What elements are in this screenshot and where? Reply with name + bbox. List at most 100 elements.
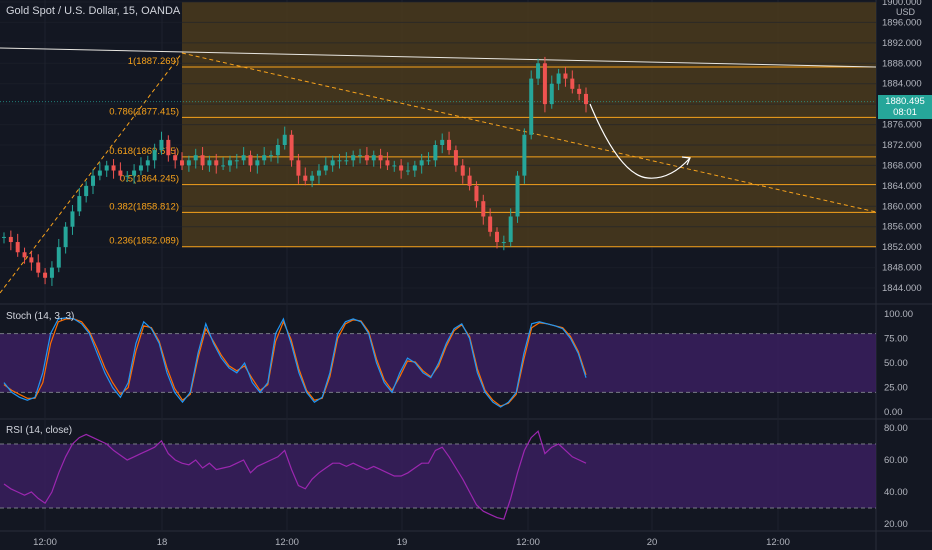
fib-level-label: 1(1887.269) [128,56,179,67]
candle-body [536,63,541,79]
candle-body [440,139,445,145]
candle-body [91,175,96,186]
candle-body [447,139,452,151]
candle-body [221,165,226,167]
fib-level-label: 0.786(1877.415) [109,106,179,117]
fib-level-label: 0.236(1852.089) [109,236,179,247]
candle-body [15,242,20,253]
candle-body [43,272,48,278]
fib-level-label: 0.382(1858.812) [109,201,179,212]
candle-body [392,165,397,167]
candle-body [138,165,143,171]
candle-body [344,160,349,162]
candle-body [481,201,486,217]
projection-curve [589,103,691,179]
candle-body [522,134,527,176]
candle-body [529,78,534,135]
candle-body [584,93,588,105]
candle-body [173,155,178,161]
candle-body [180,160,185,166]
candle-body [132,170,137,176]
candle-body [262,155,267,161]
candle-body [358,155,363,157]
candle-body [433,145,438,161]
time-tick-label: 20 [647,537,658,548]
time-tick-label: 19 [397,537,408,548]
current-price-tag: 1880.495 08:01 [878,95,932,119]
rsi-pane-label: RSI (14, close) [6,425,73,436]
candle-body [494,231,499,243]
candle-body [426,160,431,162]
price-tick-label: 1856.000 [882,222,922,233]
chart-title: Gold Spot / U.S. Dollar, 15, OANDA [6,5,181,17]
stoch-pane-label: Stoch (14, 3, 3) [6,311,75,322]
candle-body [63,226,68,248]
candle-body [227,160,232,166]
candle-body [577,88,582,94]
candle-body [97,170,102,176]
candle-body [419,160,424,166]
price-tick-label: 1868.000 [882,160,922,171]
candle-body [214,160,219,166]
stoch-tick-label: 50.00 [884,358,908,369]
candle-body [104,165,109,171]
candle-body [118,170,123,176]
candle-body [49,267,54,278]
candle-body [234,160,239,162]
candle-body [303,175,308,181]
candle-body [111,165,116,171]
candle-body [405,170,410,172]
rsi-line [3,430,587,520]
rsi-tick-label: 80.00 [884,423,908,434]
projection-arrowhead [681,156,691,166]
candle-body [453,150,458,166]
candle-body [337,160,342,162]
candle-body [488,216,493,232]
trendline-resistance [0,47,877,68]
price-tick-label: 1884.000 [882,79,922,90]
stoch-k-line [3,317,587,408]
candle-body [193,155,198,161]
candle-body [200,155,205,166]
candle-body [145,160,150,166]
candle-body [125,175,130,177]
candle-body [508,216,513,243]
stoch-tick-label: 0.00 [884,407,903,418]
stoch-tick-label: 25.00 [884,383,908,394]
candle-body [310,175,315,181]
rsi-tick-label: 20.00 [884,519,908,530]
candle-body [269,155,274,157]
candle-body [255,160,260,166]
price-tick-label: 1864.000 [882,181,922,192]
candle-body [412,165,417,171]
candle-body [275,145,280,156]
fib-level-label: 0.618(1869.675) [109,146,179,157]
candle-body [364,155,369,161]
candle-body [296,160,301,176]
candle-body [563,73,568,79]
candle-body [385,160,390,166]
trendline-fib-anchor [0,52,183,294]
candle-body [501,242,506,244]
candle-body [186,160,191,166]
candle-body [371,155,376,161]
candle-body [542,63,547,105]
candle-body [207,160,212,166]
candle-body [159,139,164,151]
candle-body [29,257,34,263]
candle-body [316,170,321,176]
candle-body [330,160,335,166]
time-tick-label: 12:00 [33,537,57,548]
candle-body [289,134,294,161]
candle-body [515,175,520,217]
candle-body [56,247,61,268]
current-price-value: 1880.495 [885,96,925,107]
stoch-tick-label: 100.00 [884,309,913,320]
candle-body [549,83,554,105]
stoch-tick-label: 75.00 [884,334,908,345]
candle-body [556,73,561,84]
rsi-tick-label: 40.00 [884,487,908,498]
price-tick-label: 1844.000 [882,283,922,294]
price-tick-label: 1888.000 [882,58,922,69]
